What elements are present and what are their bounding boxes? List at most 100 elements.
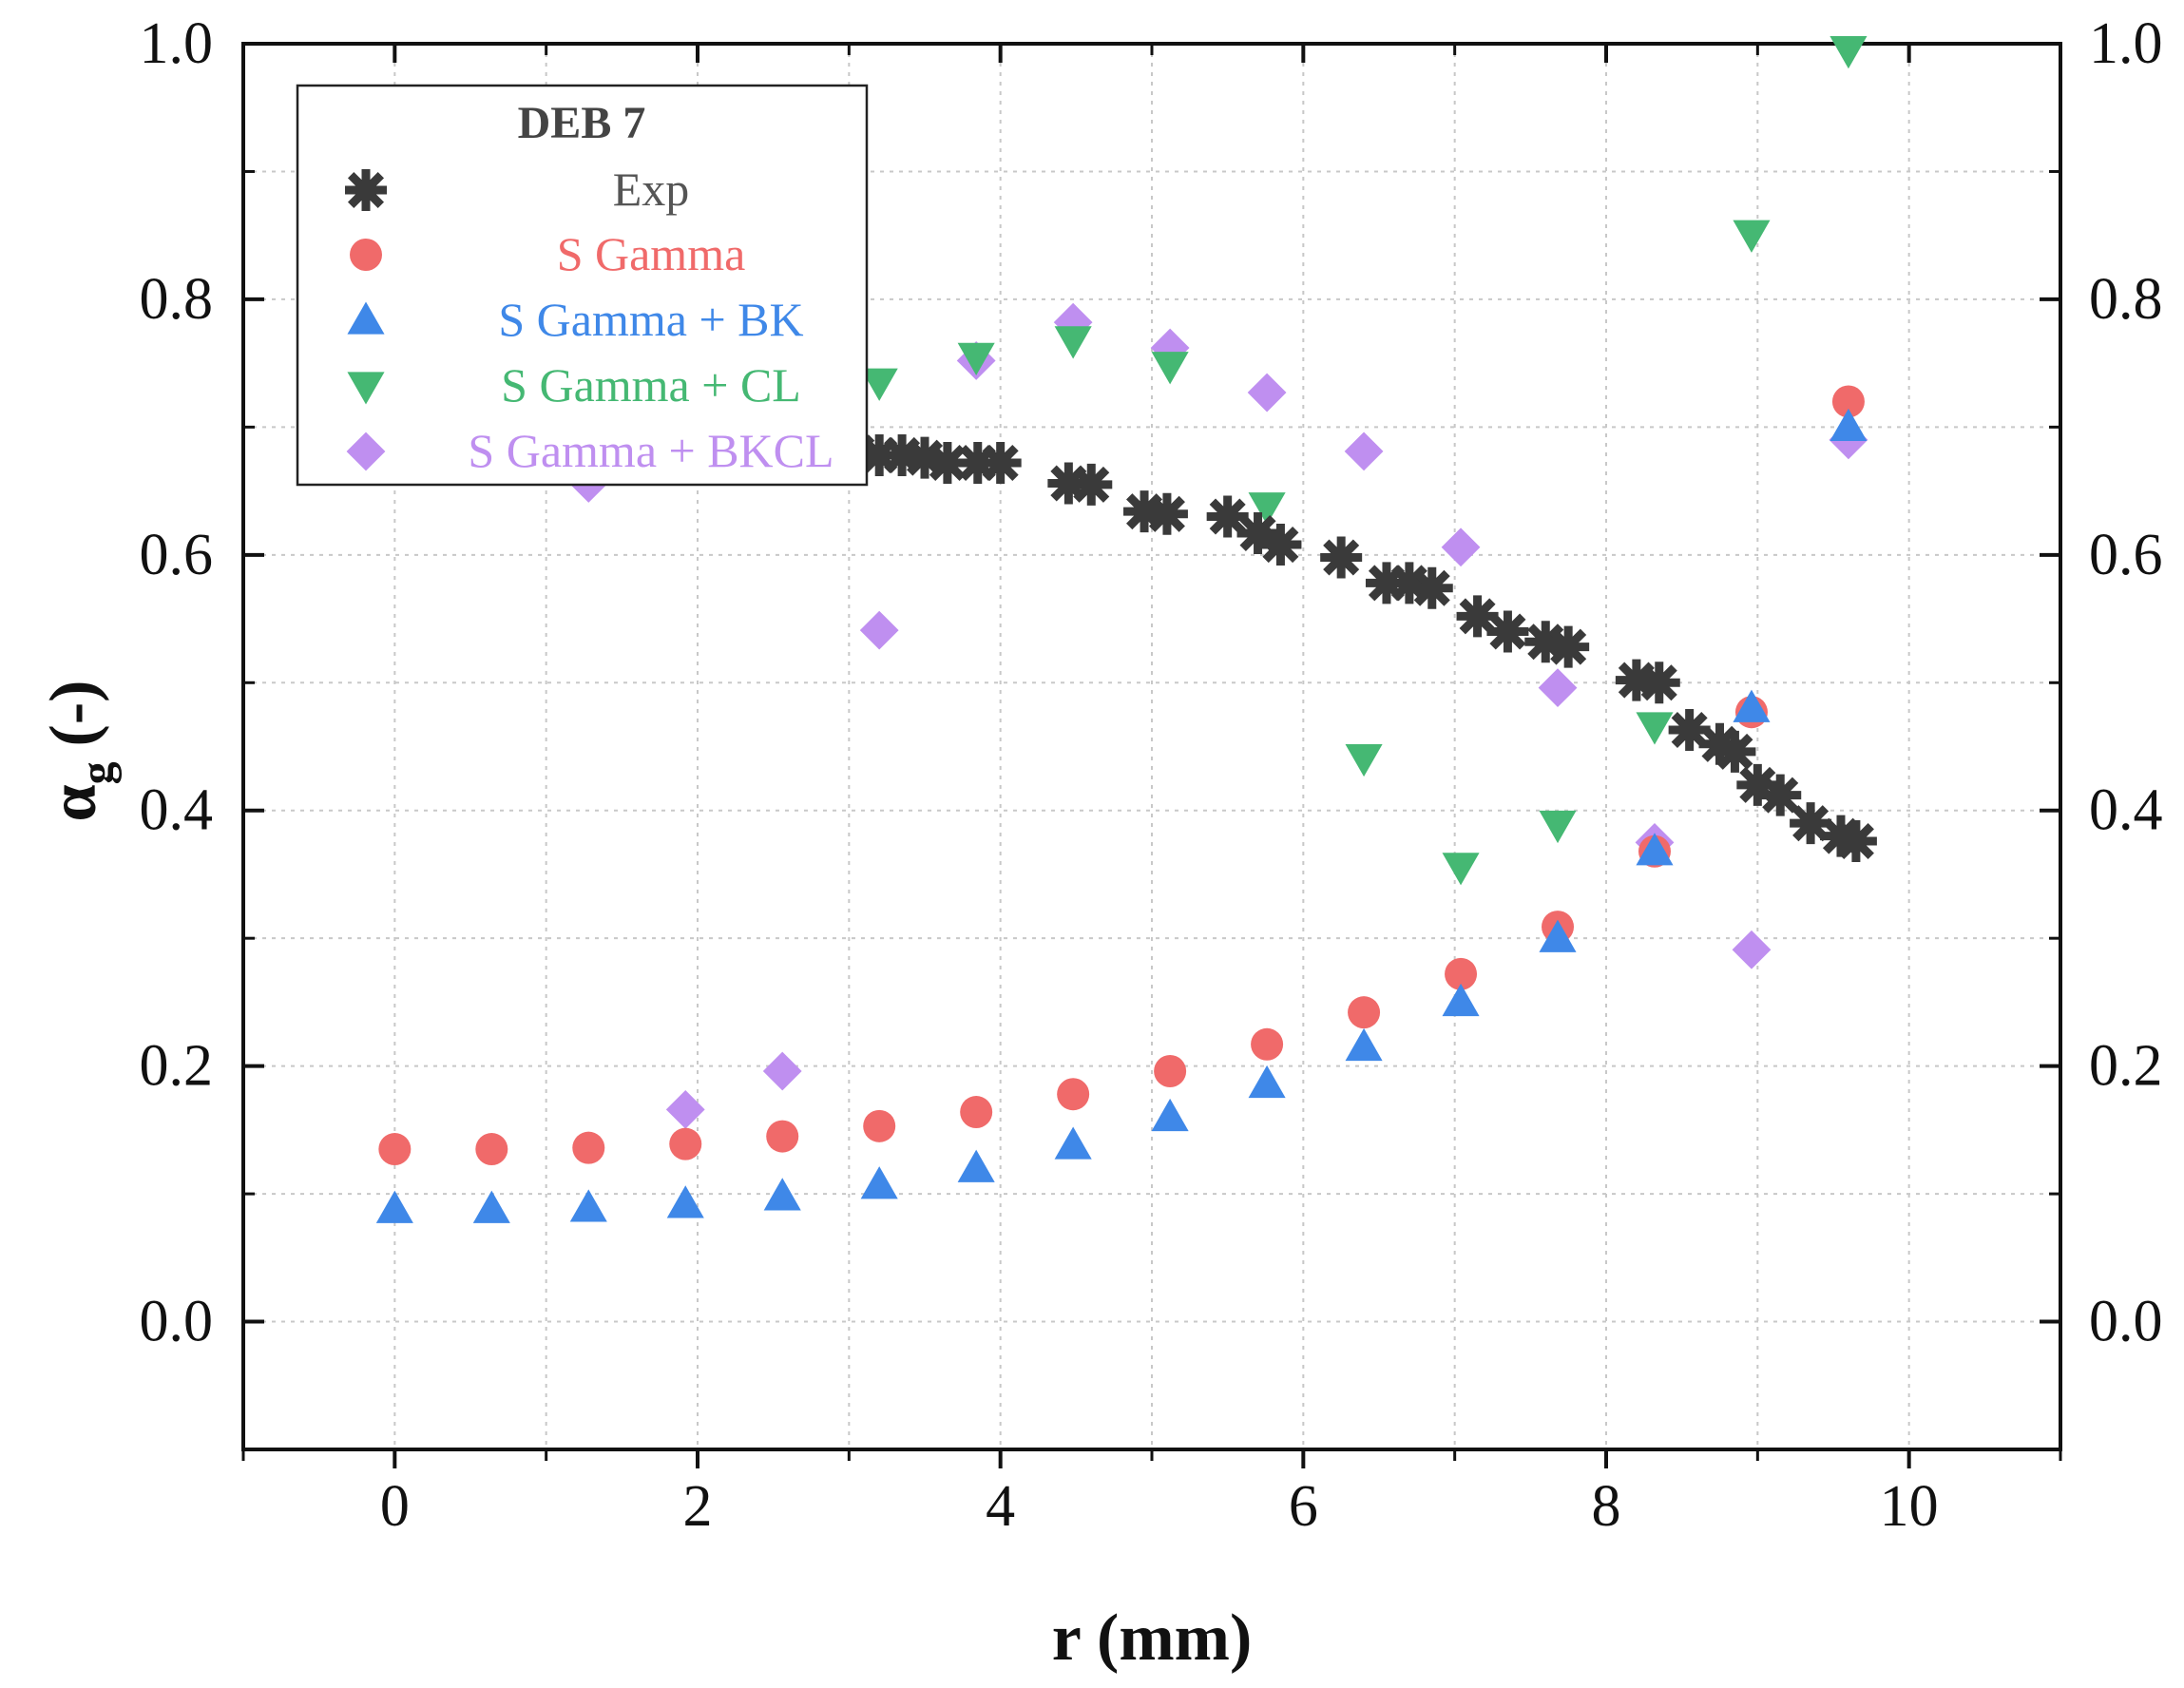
data-point: [1047, 462, 1090, 505]
right-y-tick-label: 1.0: [2089, 11, 2163, 76]
data-point: [1819, 815, 1862, 857]
data-point: [863, 1109, 896, 1142]
legend-marker: [350, 239, 382, 271]
data-point: [572, 1131, 605, 1164]
data-point: [979, 442, 1022, 485]
legend-label: S Gamma + CL: [501, 358, 801, 412]
legend: DEB 7 Exp S Gamma S Gamma + BK S Gamma + CL…: [296, 84, 869, 487]
legend-item: Exp: [345, 163, 689, 216]
data-point: [1070, 463, 1113, 506]
data-point: [375, 1190, 413, 1223]
legend-marker: [347, 372, 385, 405]
data-point: [881, 433, 924, 476]
data-point: [1790, 802, 1832, 845]
data-point: [1410, 566, 1453, 609]
data-point: [1445, 957, 1478, 990]
data-point: [1344, 432, 1384, 471]
legend-label: S Gamma: [557, 227, 746, 280]
legend-marker: [346, 432, 386, 471]
y-axis-title-subscript: g: [72, 761, 123, 784]
data-point: [1259, 524, 1302, 566]
data-point: [859, 610, 899, 650]
x-tick-label: 0: [380, 1474, 410, 1539]
x-tick-label: 2: [683, 1474, 713, 1539]
data-point: [1668, 709, 1711, 752]
data-point: [766, 1120, 799, 1153]
data-point: [957, 342, 995, 375]
data-point: [1320, 536, 1363, 579]
data-point: [1759, 774, 1802, 816]
data-point: [1615, 659, 1657, 701]
data-point: [1638, 662, 1680, 704]
y-tick-label: 0.0: [140, 1290, 214, 1354]
x-tick-label: 4: [986, 1474, 1015, 1539]
data-point: [1441, 528, 1481, 567]
data-point: [666, 1185, 704, 1218]
right-y-tick-label: 0.0: [2089, 1290, 2163, 1354]
legend-item: S Gamma + BK: [347, 293, 804, 346]
data-point: [926, 442, 968, 485]
data-point: [1388, 562, 1430, 604]
data-point: [1539, 919, 1577, 952]
legend-item: S Gamma + BKCL: [346, 424, 834, 477]
data-point: [860, 368, 898, 401]
data-point: [1057, 1078, 1090, 1111]
data-point: [860, 1166, 898, 1199]
data-point: [1442, 853, 1480, 886]
data-point: [1345, 1027, 1383, 1062]
data-point: [763, 1178, 801, 1211]
data-point: [1547, 625, 1590, 668]
data-point: [1834, 819, 1877, 862]
legend-marker: [347, 301, 385, 335]
data-point: [669, 1127, 702, 1160]
legend-title: DEB 7: [518, 98, 646, 148]
series-exp: [835, 432, 1877, 862]
data-point: [1054, 1126, 1092, 1160]
right-y-tick-label: 0.6: [2089, 523, 2163, 587]
data-point: [1145, 492, 1188, 535]
y-axis-title-unit: (-): [37, 680, 110, 746]
data-point: [378, 1133, 412, 1166]
data-point: [858, 433, 901, 476]
data-point: [1151, 1098, 1189, 1132]
x-tick-label: 10: [1880, 1474, 1939, 1539]
data-point: [1636, 833, 1674, 866]
legend-box: [296, 84, 869, 487]
data-point: [1248, 492, 1286, 526]
svg-text:αg(-): αg (-): [37, 680, 123, 821]
y-axis-title-symbol: α: [37, 784, 110, 821]
data-point: [1123, 490, 1166, 533]
data-point: [1698, 722, 1741, 765]
data-point: [1714, 730, 1756, 773]
right-y-tick-label: 0.4: [2089, 778, 2163, 843]
data-point: [956, 442, 999, 485]
data-point: [762, 1051, 802, 1091]
data-point: [1053, 302, 1093, 342]
data-point: [1538, 668, 1578, 708]
series-s-gamma-bk: [375, 408, 1868, 1223]
data-point: [1247, 373, 1287, 412]
data-point: [1486, 610, 1529, 653]
data-point: [1154, 1055, 1187, 1088]
y-tick-label: 0.6: [140, 523, 214, 587]
data-point: [1054, 326, 1092, 359]
data-point: [1456, 595, 1499, 638]
data-point: [472, 1190, 510, 1223]
legend-items: Exp S Gamma S Gamma + BK S Gamma + CL S Gamm…: [345, 163, 834, 477]
y-tick-label: 1.0: [140, 11, 214, 76]
data-point: [1365, 562, 1408, 604]
x-tick-label: 8: [1592, 1474, 1621, 1539]
right-y-tick-label: 0.8: [2089, 267, 2163, 332]
data-point: [1831, 385, 1865, 418]
axis-ticks: 0 2 4 6 8 10 0.0 0.2 0.4 0.6 0.8 1.0 0.0 0.2 0.4 0.6 0.8…: [140, 11, 2163, 1539]
data-point: [960, 1096, 993, 1129]
data-point: [1736, 763, 1779, 806]
series-s-gamma-cl: [860, 36, 1868, 886]
data-point: [1248, 1065, 1286, 1099]
x-tick-label: 6: [1289, 1474, 1318, 1539]
data-point: [665, 1089, 705, 1129]
data-series: [375, 36, 1877, 1223]
data-point: [1442, 983, 1480, 1017]
